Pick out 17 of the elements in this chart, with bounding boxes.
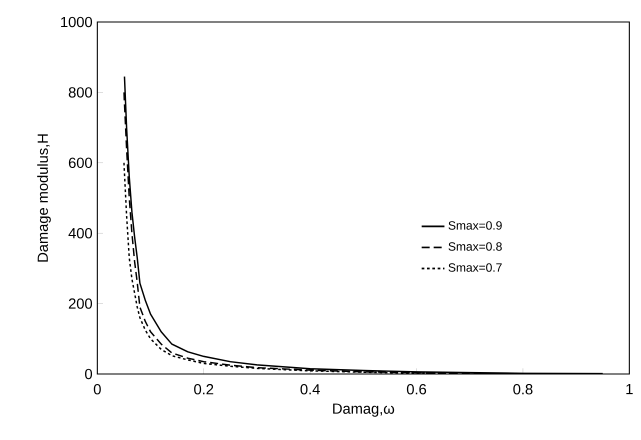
y-tick-label: 1000 <box>61 16 92 28</box>
y-tick-label: 0 <box>85 368 92 380</box>
y-tick-label: 400 <box>68 228 92 238</box>
y-tick-label: 200 <box>68 298 92 309</box>
y-tick-label: 800 <box>68 87 92 98</box>
x-tick-label: 1 <box>626 384 633 394</box>
x-tick-label: 0.4 <box>300 384 320 394</box>
x-tick-label: 0.8 <box>513 384 532 394</box>
legend-label: Smax=0.8 <box>448 242 502 251</box>
x-tick-label: 0 <box>94 384 101 394</box>
legend-label: Smax=0.7 <box>448 263 502 272</box>
y-tick-label: 600 <box>68 158 92 168</box>
x-tick-label: 0.6 <box>406 384 426 394</box>
y-axis-title: Damage modulus,H <box>37 134 51 262</box>
x-axis-title: Damag,ω <box>333 404 394 417</box>
legend-label: Smax=0.9 <box>448 221 502 230</box>
x-tick-label: 0.2 <box>194 384 214 394</box>
